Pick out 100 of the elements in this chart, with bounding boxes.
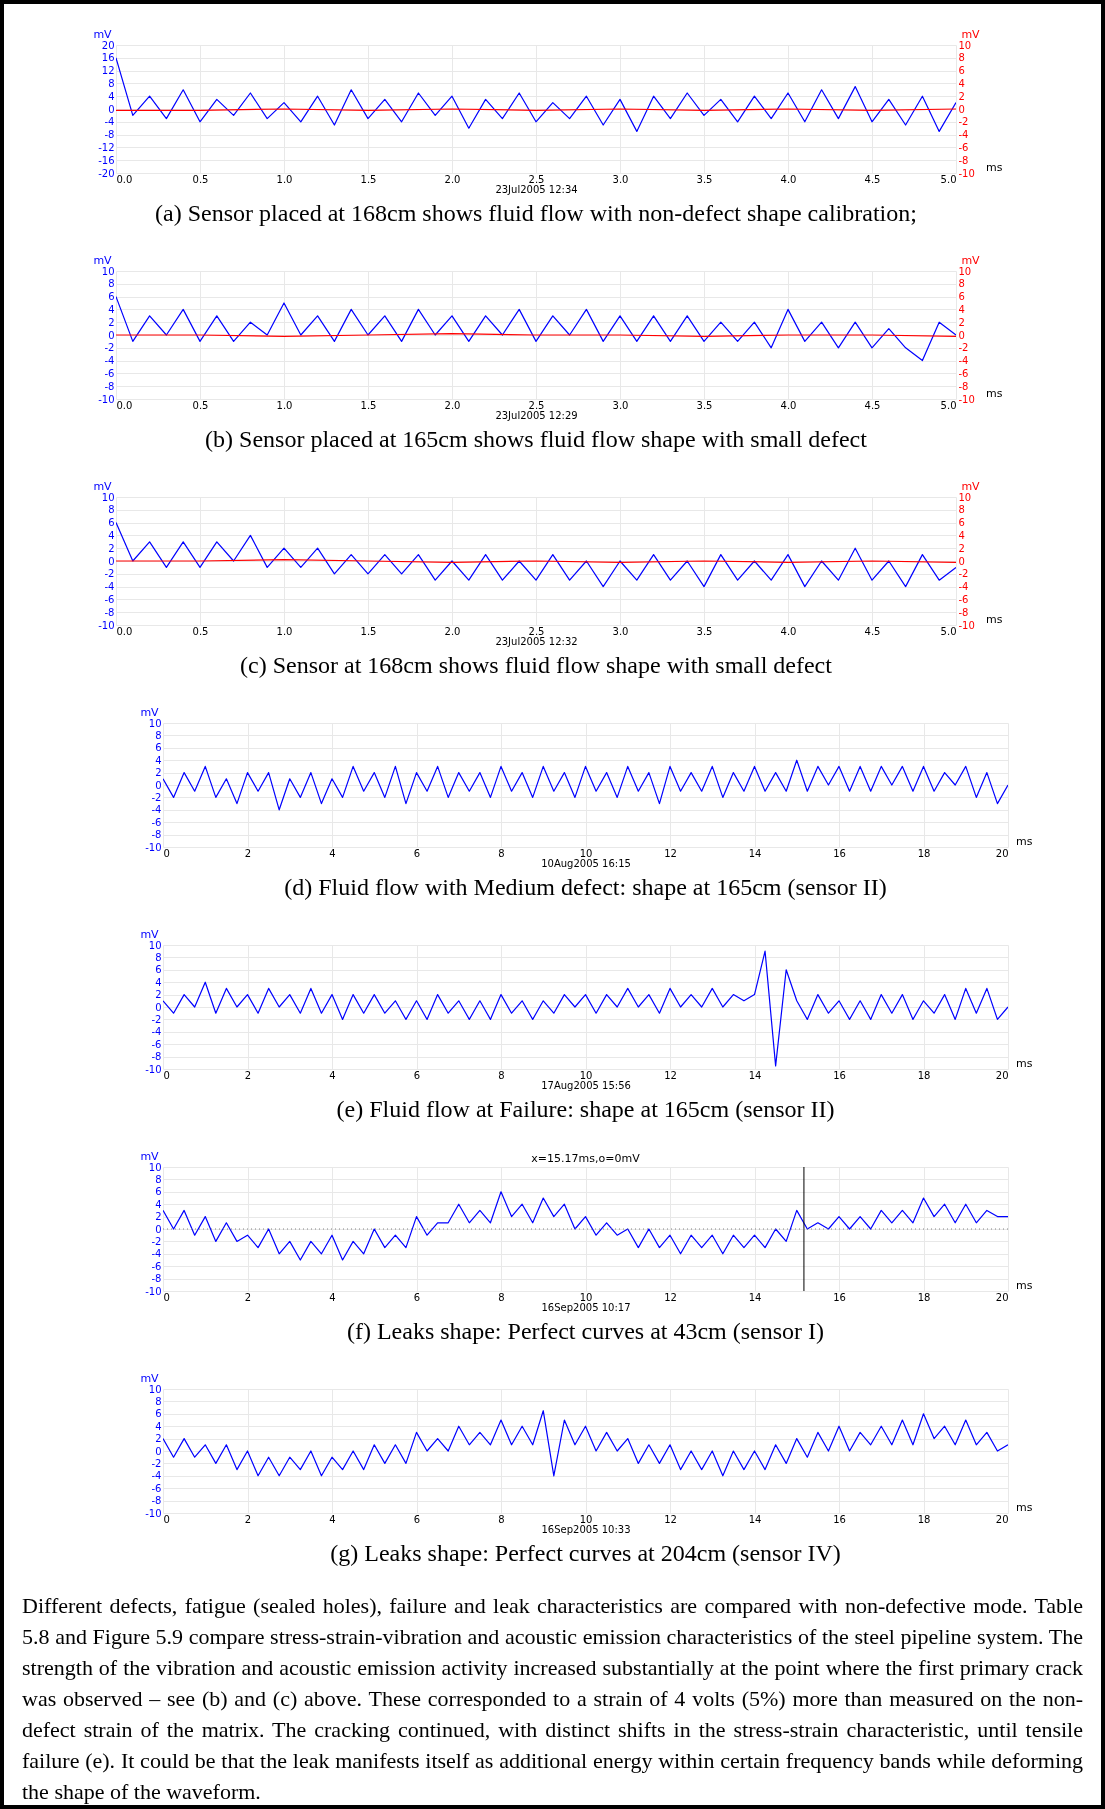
x-tick-label: 18 <box>917 1069 931 1081</box>
y-tick-label: -10 <box>145 1507 162 1519</box>
y-tick-label: 8 <box>155 1395 162 1407</box>
y-tick-label: 0 <box>108 103 115 115</box>
y2-tick-label: 4 <box>958 529 965 541</box>
y-tick-label: -4 <box>104 116 115 128</box>
ref-line-label: x=15.17ms,o=0mV <box>531 1152 641 1165</box>
y-tick-label: -10 <box>145 1285 162 1297</box>
y-tick-label: 0 <box>155 1223 162 1235</box>
x-tick-label: 12 <box>664 1513 677 1525</box>
x-tick-label: 4 <box>329 847 336 859</box>
text: Different defects, fatigue (sealed holes), failure and leak characteristics are compared with non-defective mode. Table 5.8 and Figure 5.9 compare stress-strain-vibration and acoustic emission characteristics of the steel pipeline system. The strength of the vibration and acoustic emission activity increased substantially at the point where the first primary crack was observed – see (b) and (c) above. These corresponded to a strain of 4 volts (5%) more than measured on the non-defect strain of the matrix. The cracking continued, with distinct shifts in the stress-strain characteristic, until tensile failure (e). It could be that the leak manifests itself as additional energy within certain frequency bands while deforming the shape of the waveform. <box>22 1592 1083 1806</box>
line-series <box>116 522 956 588</box>
text: (a) Sensor placed at 168cm shows fluid flow with non-defect shape calibration; <box>155 200 917 226</box>
x-tick-label: 3.0 <box>612 399 629 411</box>
x-tick-label: 2.5 <box>528 399 545 411</box>
x-tick-label: 4.0 <box>780 399 797 411</box>
text: 10Aug2005 16:15 <box>541 857 631 869</box>
y2-tick-label: 8 <box>958 278 965 290</box>
x-tick-label: 2.0 <box>444 625 461 637</box>
x-tick-label: 18 <box>917 1291 931 1303</box>
y-tick-label: 0 <box>155 1001 162 1013</box>
y-tick-label: 4 <box>108 90 115 102</box>
y-axis-title: mV <box>93 479 113 493</box>
y-tick-label: -2 <box>104 568 115 580</box>
y-axis-title: mV <box>140 927 160 941</box>
x-tick-label: 4.5 <box>864 625 881 637</box>
y2-tick-label: 10 <box>958 265 972 277</box>
y2-tick-label: -6 <box>958 367 969 379</box>
y-tick-label: -10 <box>145 1063 162 1075</box>
text: (d) Fluid flow with Medium defect: shape at 165cm (sensor II) <box>284 874 887 900</box>
x-tick-label: 1.5 <box>360 173 377 185</box>
y-tick-label: -4 <box>151 804 162 816</box>
x-tick-label: 4 <box>329 1513 336 1525</box>
x-tick-label: 6 <box>413 847 421 859</box>
y2-tick-label: -6 <box>958 593 969 605</box>
x-tick-label: 3.0 <box>612 173 629 185</box>
x-tick-label: 0.0 <box>116 399 133 411</box>
x-tick-label: 5.0 <box>940 625 957 637</box>
y-tick-label: 8 <box>108 504 115 516</box>
line-series <box>163 1410 1008 1477</box>
y2-tick-label: 6 <box>958 291 965 303</box>
x-tick-label: 6 <box>413 1513 421 1525</box>
y-tick-label: 20 <box>101 39 115 51</box>
y-tick-label: -8 <box>151 829 162 841</box>
x-tick-label: 2 <box>244 847 252 859</box>
y2-tick-label: -4 <box>958 355 969 367</box>
x-tick-label: 18 <box>917 1513 931 1525</box>
x-tick-label: 0.0 <box>116 173 133 185</box>
x-tick-label: 4 <box>329 1291 336 1303</box>
y2-tick-label: 0 <box>958 555 965 567</box>
text: 23Jul2005 12:32 <box>495 635 578 647</box>
y-tick-label: 0 <box>108 329 115 341</box>
x-tick-label: 3.5 <box>696 173 713 185</box>
line-series <box>163 1191 1008 1261</box>
x-tick-label: 16 <box>833 1069 846 1081</box>
x-tick-label: 0.5 <box>192 625 209 637</box>
y-tick-label: -8 <box>104 606 115 618</box>
y-axis-title: mV <box>140 1149 160 1163</box>
x-tick-label: 8 <box>498 1291 505 1303</box>
x-axis-title: ms <box>1016 835 1033 848</box>
x-tick-label: 12 <box>664 847 677 859</box>
x-tick-label: 5.0 <box>940 173 957 185</box>
y-tick-label: 4 <box>155 754 162 766</box>
y-axis-title: mV <box>93 253 113 267</box>
line-series <box>116 296 956 362</box>
x-tick-label: 1.5 <box>360 399 377 411</box>
y-tick-label: -8 <box>104 129 115 141</box>
y2-tick-label: -2 <box>958 342 969 354</box>
x-tick-label: 16 <box>833 1513 846 1525</box>
text: (e) Fluid flow at Failure: shape at 165cm (sensor II) <box>336 1096 835 1122</box>
y-tick-label: -4 <box>151 1470 162 1482</box>
line-series <box>163 759 1008 811</box>
y2-tick-label: -8 <box>958 154 969 166</box>
x-tick-label: 4.5 <box>864 399 881 411</box>
x-tick-label: 18 <box>917 847 931 859</box>
x-tick-label: 16 <box>833 1291 846 1303</box>
text: (b) Sensor placed at 165cm shows fluid flow shape with small defect <box>205 426 868 452</box>
y-tick-label: -4 <box>104 581 115 593</box>
y2-tick-label: 10 <box>958 39 972 51</box>
y2-tick-label: -10 <box>958 393 975 405</box>
y-tick-label: -4 <box>104 355 115 367</box>
x-tick-label: 4.0 <box>780 173 797 185</box>
y-tick-label: 6 <box>108 517 115 529</box>
y2-tick-label: -8 <box>958 380 969 392</box>
x-tick-label: 1.0 <box>276 399 293 411</box>
y-tick-label: -10 <box>98 619 115 631</box>
y-tick-label: 10 <box>148 1383 162 1395</box>
x-axis-title: ms <box>1016 1279 1033 1292</box>
y2-tick-label: 10 <box>958 491 972 503</box>
y2-tick-label: 2 <box>958 316 965 328</box>
y2-tick-label: 0 <box>958 329 965 341</box>
x-tick-label: 14 <box>748 1069 762 1081</box>
x-tick-label: 8 <box>498 1069 505 1081</box>
x-tick-label: 20 <box>995 1069 1009 1081</box>
y2-tick-label: 6 <box>958 517 965 529</box>
x-tick-label: 12 <box>664 1069 677 1081</box>
y-tick-label: -2 <box>151 1013 162 1025</box>
y-tick-label: -8 <box>151 1495 162 1507</box>
y-tick-label: 2 <box>108 542 115 554</box>
